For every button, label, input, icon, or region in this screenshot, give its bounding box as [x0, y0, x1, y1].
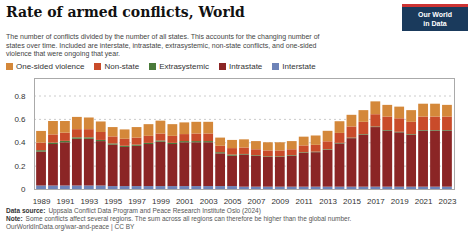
html-text:Data source: Uppsala Conflict: Data source: Uppsala Conflict Data Progr… [6, 206, 261, 214]
svg-text:2021: 2021 [415, 197, 433, 206]
svg-text:1997: 1997 [128, 197, 146, 206]
svg-text:1991: 1991 [57, 197, 75, 206]
svg-text:1989: 1989 [33, 197, 51, 206]
html-text:The number of conflicts divide: The number of conflicts divided by the n… [6, 33, 320, 57]
svg-text:2015: 2015 [343, 197, 361, 206]
html-text:Intrastate: Intrastate [229, 61, 263, 71]
svg-text:2009: 2009 [271, 197, 289, 206]
svg-text:0.4: 0.4 [14, 138, 26, 147]
svg-text:2023: 2023 [439, 197, 457, 206]
svg-text:2013: 2013 [319, 197, 337, 206]
html-text:Note: Some conflicts affect se: Note: Some conflicts affect several regi… [6, 214, 352, 222]
html-text:Rate of armed conflicts, World: Rate of armed conflicts, World [6, 4, 245, 20]
svg-text:2001: 2001 [176, 197, 194, 206]
svg-text:1993: 1993 [80, 197, 98, 206]
html-text:OurWorldInData.org/war-and-pea: OurWorldInData.org/war-and-peace | CC BY [6, 222, 135, 230]
svg-text:0.8: 0.8 [14, 91, 26, 100]
svg-text:2017: 2017 [367, 197, 385, 206]
svg-text:2003: 2003 [200, 197, 218, 206]
html-text:One-sided violence: One-sided violence [16, 61, 85, 71]
svg-text:2019: 2019 [391, 197, 409, 206]
html-text:Non-state: Non-state [104, 61, 140, 71]
html-text:Extrasystemic: Extrasystemic [159, 61, 209, 71]
html-text:Interstate: Interstate [282, 61, 316, 71]
svg-text:0.6: 0.6 [14, 114, 26, 123]
svg-text:2007: 2007 [248, 197, 266, 206]
svg-text:0.2: 0.2 [14, 161, 26, 170]
svg-text:0: 0 [21, 185, 26, 194]
svg-text:2011: 2011 [296, 197, 314, 206]
html-text:Our World in Data: Our World in Data [418, 11, 452, 27]
svg-text:1999: 1999 [152, 197, 170, 206]
svg-text:1995: 1995 [104, 197, 122, 206]
svg-text:2005: 2005 [224, 197, 242, 206]
